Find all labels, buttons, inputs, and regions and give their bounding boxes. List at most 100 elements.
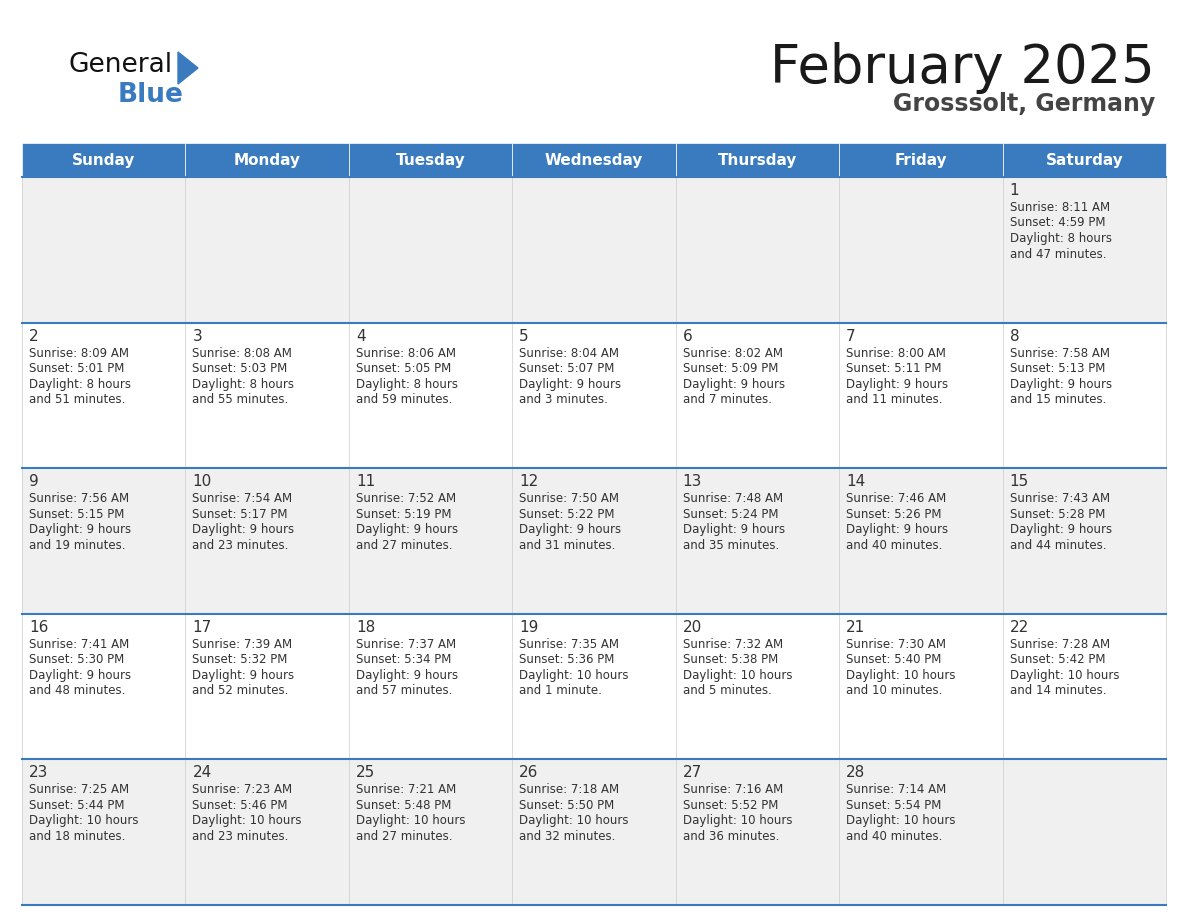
Text: Sunrise: 7:46 AM: Sunrise: 7:46 AM <box>846 492 947 505</box>
Text: Sunrise: 7:39 AM: Sunrise: 7:39 AM <box>192 638 292 651</box>
Text: Sunset: 5:05 PM: Sunset: 5:05 PM <box>356 362 451 375</box>
Text: Sunrise: 7:25 AM: Sunrise: 7:25 AM <box>29 783 129 797</box>
Text: 6: 6 <box>683 329 693 343</box>
Text: Sunset: 5:46 PM: Sunset: 5:46 PM <box>192 799 287 812</box>
Text: Sunrise: 8:02 AM: Sunrise: 8:02 AM <box>683 347 783 360</box>
Text: Daylight: 10 hours: Daylight: 10 hours <box>519 814 628 827</box>
Bar <box>23 143 185 177</box>
Text: Daylight: 9 hours: Daylight: 9 hours <box>683 523 785 536</box>
Text: Blue: Blue <box>118 82 184 108</box>
Text: Daylight: 9 hours: Daylight: 9 hours <box>192 669 295 682</box>
Text: Sunrise: 7:18 AM: Sunrise: 7:18 AM <box>519 783 619 797</box>
Text: Daylight: 8 hours: Daylight: 8 hours <box>192 377 295 390</box>
Text: 25: 25 <box>356 766 375 780</box>
Text: 28: 28 <box>846 766 865 780</box>
Bar <box>23 468 1165 614</box>
Text: and 35 minutes.: and 35 minutes. <box>683 539 779 552</box>
Text: Daylight: 8 hours: Daylight: 8 hours <box>1010 232 1112 245</box>
Text: 10: 10 <box>192 475 211 489</box>
Text: Daylight: 9 hours: Daylight: 9 hours <box>846 523 948 536</box>
Bar <box>23 614 1165 759</box>
Text: Sunrise: 7:50 AM: Sunrise: 7:50 AM <box>519 492 619 505</box>
Text: Sunset: 5:28 PM: Sunset: 5:28 PM <box>1010 508 1105 521</box>
Polygon shape <box>178 52 198 84</box>
Text: Daylight: 10 hours: Daylight: 10 hours <box>519 669 628 682</box>
Text: Sunset: 5:38 PM: Sunset: 5:38 PM <box>683 654 778 666</box>
Text: Daylight: 10 hours: Daylight: 10 hours <box>29 814 139 827</box>
Text: 27: 27 <box>683 766 702 780</box>
Text: Daylight: 9 hours: Daylight: 9 hours <box>519 377 621 390</box>
Text: Sunset: 5:11 PM: Sunset: 5:11 PM <box>846 362 942 375</box>
Text: 7: 7 <box>846 329 855 343</box>
Text: 18: 18 <box>356 620 375 635</box>
Text: 5: 5 <box>519 329 529 343</box>
Text: 22: 22 <box>1010 620 1029 635</box>
Text: Sunrise: 7:14 AM: Sunrise: 7:14 AM <box>846 783 947 797</box>
Text: Sunset: 5:42 PM: Sunset: 5:42 PM <box>1010 654 1105 666</box>
Text: Daylight: 9 hours: Daylight: 9 hours <box>29 669 131 682</box>
Text: Daylight: 9 hours: Daylight: 9 hours <box>1010 377 1112 390</box>
Text: 8: 8 <box>1010 329 1019 343</box>
Bar <box>185 143 349 177</box>
Text: Sunset: 5:52 PM: Sunset: 5:52 PM <box>683 799 778 812</box>
Text: Sunrise: 7:30 AM: Sunrise: 7:30 AM <box>846 638 946 651</box>
Text: and 10 minutes.: and 10 minutes. <box>846 684 942 698</box>
Text: and 48 minutes.: and 48 minutes. <box>29 684 126 698</box>
Text: Sunrise: 7:32 AM: Sunrise: 7:32 AM <box>683 638 783 651</box>
Text: and 15 minutes.: and 15 minutes. <box>1010 393 1106 406</box>
Text: Sunset: 5:54 PM: Sunset: 5:54 PM <box>846 799 942 812</box>
Text: Sunrise: 8:06 AM: Sunrise: 8:06 AM <box>356 347 456 360</box>
Text: Daylight: 10 hours: Daylight: 10 hours <box>683 669 792 682</box>
Text: Sunset: 5:17 PM: Sunset: 5:17 PM <box>192 508 287 521</box>
Bar <box>512 143 676 177</box>
Text: Sunset: 5:24 PM: Sunset: 5:24 PM <box>683 508 778 521</box>
Text: and 27 minutes.: and 27 minutes. <box>356 539 453 552</box>
Text: Sunset: 5:30 PM: Sunset: 5:30 PM <box>29 654 125 666</box>
Text: and 40 minutes.: and 40 minutes. <box>846 830 942 843</box>
Text: Sunset: 5:13 PM: Sunset: 5:13 PM <box>1010 362 1105 375</box>
Text: Tuesday: Tuesday <box>396 152 466 167</box>
Text: and 51 minutes.: and 51 minutes. <box>29 393 126 406</box>
Text: Thursday: Thursday <box>718 152 797 167</box>
Text: Sunset: 5:48 PM: Sunset: 5:48 PM <box>356 799 451 812</box>
Text: 14: 14 <box>846 475 865 489</box>
Text: and 44 minutes.: and 44 minutes. <box>1010 539 1106 552</box>
Text: Daylight: 9 hours: Daylight: 9 hours <box>846 377 948 390</box>
Text: and 57 minutes.: and 57 minutes. <box>356 684 453 698</box>
Text: Friday: Friday <box>895 152 947 167</box>
Text: and 31 minutes.: and 31 minutes. <box>519 539 615 552</box>
Text: Sunrise: 7:23 AM: Sunrise: 7:23 AM <box>192 783 292 797</box>
Text: Sunrise: 7:56 AM: Sunrise: 7:56 AM <box>29 492 129 505</box>
Text: Daylight: 10 hours: Daylight: 10 hours <box>683 814 792 827</box>
Text: General: General <box>68 52 172 78</box>
Text: and 7 minutes.: and 7 minutes. <box>683 393 772 406</box>
Bar <box>23 177 1165 322</box>
Text: Sunset: 5:50 PM: Sunset: 5:50 PM <box>519 799 614 812</box>
Text: Monday: Monday <box>234 152 301 167</box>
Text: Daylight: 9 hours: Daylight: 9 hours <box>519 523 621 536</box>
Text: Daylight: 10 hours: Daylight: 10 hours <box>846 814 955 827</box>
Text: 19: 19 <box>519 620 538 635</box>
Text: Sunset: 5:09 PM: Sunset: 5:09 PM <box>683 362 778 375</box>
Text: and 19 minutes.: and 19 minutes. <box>29 539 126 552</box>
Text: 12: 12 <box>519 475 538 489</box>
Text: Daylight: 9 hours: Daylight: 9 hours <box>29 523 131 536</box>
Text: Daylight: 9 hours: Daylight: 9 hours <box>683 377 785 390</box>
Text: and 40 minutes.: and 40 minutes. <box>846 539 942 552</box>
Text: and 23 minutes.: and 23 minutes. <box>192 539 289 552</box>
Text: 2: 2 <box>29 329 39 343</box>
Text: 4: 4 <box>356 329 366 343</box>
Text: Sunrise: 7:48 AM: Sunrise: 7:48 AM <box>683 492 783 505</box>
Text: Daylight: 8 hours: Daylight: 8 hours <box>356 377 457 390</box>
Text: 24: 24 <box>192 766 211 780</box>
Text: Sunset: 4:59 PM: Sunset: 4:59 PM <box>1010 217 1105 230</box>
Text: and 11 minutes.: and 11 minutes. <box>846 393 942 406</box>
Text: Sunset: 5:07 PM: Sunset: 5:07 PM <box>519 362 614 375</box>
Text: Daylight: 10 hours: Daylight: 10 hours <box>1010 669 1119 682</box>
Text: Sunrise: 7:43 AM: Sunrise: 7:43 AM <box>1010 492 1110 505</box>
Text: Sunrise: 8:04 AM: Sunrise: 8:04 AM <box>519 347 619 360</box>
Text: Sunrise: 7:16 AM: Sunrise: 7:16 AM <box>683 783 783 797</box>
Text: and 14 minutes.: and 14 minutes. <box>1010 684 1106 698</box>
Bar <box>839 143 1003 177</box>
Text: Sunrise: 7:54 AM: Sunrise: 7:54 AM <box>192 492 292 505</box>
